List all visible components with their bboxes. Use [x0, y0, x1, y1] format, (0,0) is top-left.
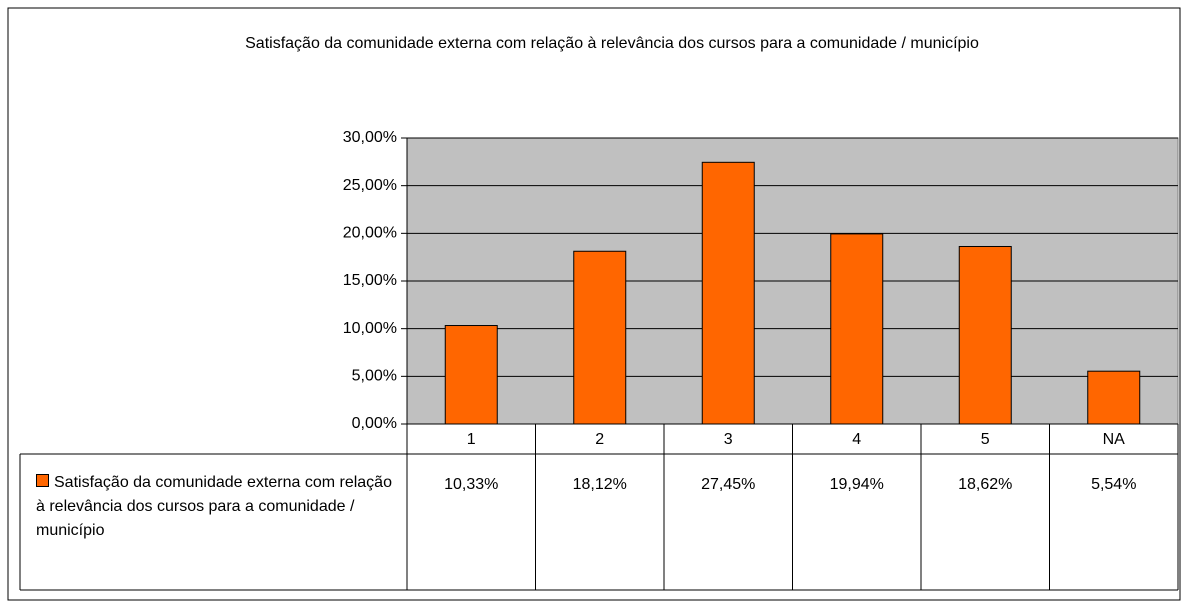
x-tick-label: 1	[467, 431, 476, 448]
y-tick-label: 5,00%	[352, 368, 397, 385]
y-tick-label: 20,00%	[343, 225, 397, 242]
legend-label: Satisfação da comunidade externa com rel…	[36, 474, 392, 539]
x-tick-label: 4	[852, 431, 861, 448]
bar	[444, 325, 498, 425]
legend: Satisfação da comunidade externa com rel…	[36, 471, 396, 543]
y-tick-label: 0,00%	[352, 415, 397, 432]
y-tick-label: 15,00%	[343, 272, 397, 289]
bar	[1087, 370, 1141, 425]
x-tick-label: 3	[724, 431, 733, 448]
table-value: 5,54%	[1091, 476, 1136, 493]
x-tick-label: 5	[981, 431, 990, 448]
bar	[573, 250, 627, 425]
legend-key	[36, 474, 49, 487]
chart-title: Satisfação da comunidade externa com rel…	[245, 35, 979, 52]
bar	[701, 161, 755, 425]
x-tick-label: 2	[595, 431, 604, 448]
table-value: 19,94%	[830, 476, 884, 493]
table-value: 18,62%	[958, 476, 1012, 493]
bar	[958, 245, 1012, 425]
x-tick-label: NA	[1103, 431, 1126, 448]
y-tick-label: 30,00%	[343, 129, 397, 146]
y-tick-label: 10,00%	[343, 320, 397, 337]
bar	[830, 233, 884, 425]
y-tick-label: 25,00%	[343, 177, 397, 194]
table-value: 27,45%	[701, 476, 755, 493]
table-value: 10,33%	[444, 476, 498, 493]
table-value: 18,12%	[573, 476, 627, 493]
